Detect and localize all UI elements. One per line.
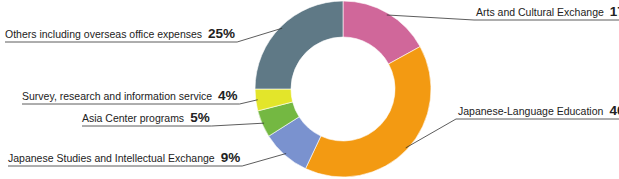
leader-line xyxy=(5,28,282,42)
leader-line xyxy=(8,154,286,166)
data-label: Survey, research and information service… xyxy=(22,88,238,103)
slice xyxy=(306,47,431,177)
label-name: Arts and Cultural Exchange xyxy=(476,6,604,18)
leader-line xyxy=(406,119,619,148)
label-value: 40% xyxy=(609,103,619,118)
leader-line xyxy=(387,15,619,20)
label-value: 4% xyxy=(218,88,238,103)
data-label: Asia Center programs 5% xyxy=(82,110,210,125)
slices xyxy=(255,1,431,177)
label-name: Japanese Studies and Intellectual Exchan… xyxy=(8,152,215,164)
label-name: Survey, research and information service xyxy=(22,90,212,102)
leader-line xyxy=(22,100,258,104)
label-name: Others including overseas office expense… xyxy=(5,28,202,40)
label-value: 5% xyxy=(190,110,210,125)
slice xyxy=(255,89,293,111)
label-value: 17% xyxy=(610,4,619,19)
chart-container: Arts and Cultural Exchange 17% Japanese-La… xyxy=(0,0,619,179)
data-label: Japanese-Language Education 40% xyxy=(458,103,619,118)
label-name: Asia Center programs xyxy=(82,112,184,124)
slice xyxy=(255,1,343,89)
data-label: Japanese Studies and Intellectual Exchan… xyxy=(8,150,240,165)
data-label: Arts and Cultural Exchange 17% xyxy=(476,4,619,19)
label-name: Japanese-Language Education xyxy=(458,105,604,117)
label-value: 25% xyxy=(208,26,235,41)
leader-line xyxy=(82,123,264,126)
labels: Arts and Cultural Exchange 17% Japanese-La… xyxy=(5,4,619,166)
label-value: 9% xyxy=(221,150,241,165)
chart-svg: Arts and Cultural Exchange 17% Japanese-La… xyxy=(0,0,619,179)
data-label: Others including overseas office expense… xyxy=(5,26,235,41)
